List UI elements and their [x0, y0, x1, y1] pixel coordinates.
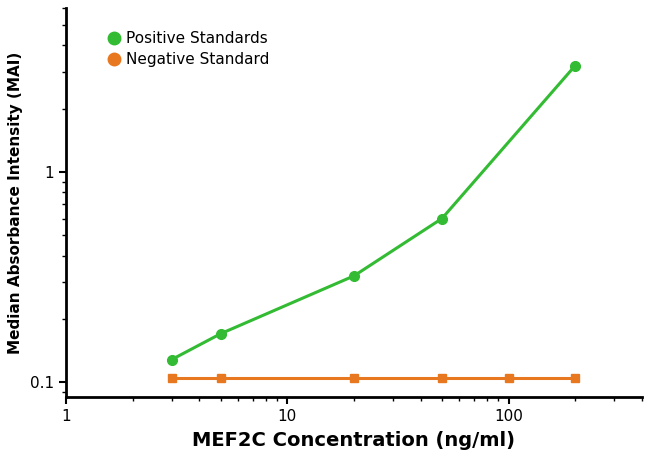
Negative Standard: [168, 375, 176, 381]
Negative Standard: [571, 375, 579, 381]
Negative Standard: [217, 375, 225, 381]
Positive Standards: [168, 357, 176, 362]
Negative Standard: [350, 375, 358, 381]
X-axis label: MEF2C Concentration (ng/ml): MEF2C Concentration (ng/ml): [192, 431, 515, 450]
Negative Standard: [504, 375, 512, 381]
Positive Standards: [350, 273, 358, 278]
Y-axis label: Median Absorbance Intensity (MAI): Median Absorbance Intensity (MAI): [8, 51, 23, 354]
Line: Positive Standards: Positive Standards: [167, 61, 580, 365]
Legend: Positive Standards, Negative Standard: Positive Standards, Negative Standard: [103, 24, 276, 75]
Line: Negative Standard: Negative Standard: [168, 373, 579, 382]
Negative Standard: [438, 375, 446, 381]
Positive Standards: [217, 331, 225, 336]
Positive Standards: [438, 216, 446, 221]
Positive Standards: [571, 63, 579, 68]
